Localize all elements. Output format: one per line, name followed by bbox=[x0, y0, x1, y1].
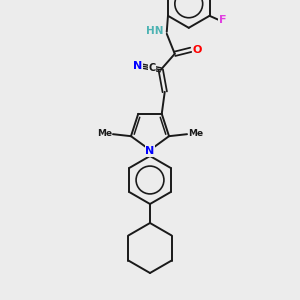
Text: N: N bbox=[146, 146, 154, 156]
Text: N: N bbox=[133, 61, 142, 71]
Text: Me: Me bbox=[97, 129, 112, 138]
Text: C: C bbox=[148, 63, 155, 73]
Text: HN: HN bbox=[146, 26, 164, 36]
Text: F: F bbox=[219, 15, 226, 25]
Text: O: O bbox=[192, 45, 201, 55]
Text: Me: Me bbox=[188, 129, 203, 138]
